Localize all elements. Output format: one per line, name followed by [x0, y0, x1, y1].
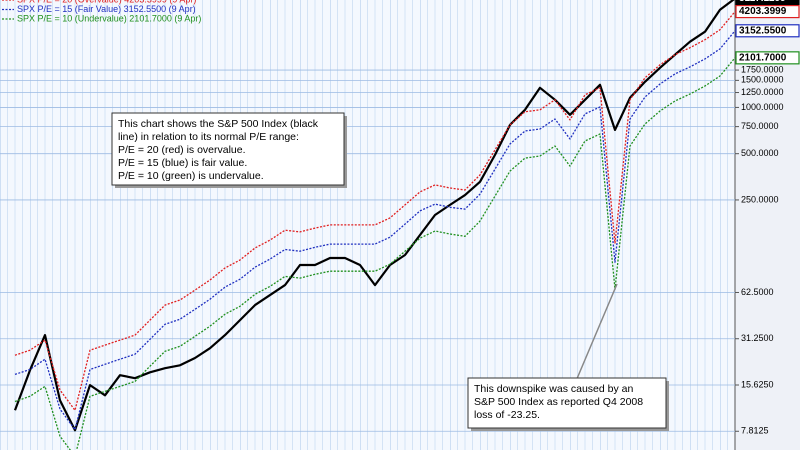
- annotation-box: [467, 377, 667, 429]
- annotation-box: [111, 112, 345, 186]
- y-tick-label: 1000.0000: [741, 102, 784, 112]
- annotation-text: S&P 500 Index as reported Q4 2008: [474, 396, 643, 408]
- y-tick-label: 15.6250: [741, 379, 774, 389]
- annotation-text: P/E = 20 (red) is overvalue.: [118, 144, 246, 156]
- last-value-box: [735, 51, 800, 65]
- y-axis: 7.8125 15.6250 31.2500 62.5000 250.0000 500.0…: [735, 0, 800, 436]
- legend-label: SPX P/E = 10 (Undervalue) 2101.7000 (9 A…: [17, 13, 201, 23]
- annotation-text: line) in relation to its normal P/E rang…: [118, 131, 299, 143]
- series-line: [14, 11, 735, 411]
- last-value-box: [735, 0, 800, 6]
- last-value-label: 5117.1299: [739, 0, 786, 4]
- y-tick-label: 250.0000: [741, 194, 779, 204]
- last-value-label: 2101.7000: [739, 52, 787, 63]
- last-value-box: [735, 24, 800, 38]
- y-tick-label: 1500.0000: [741, 75, 784, 85]
- y-tick-label: 750.0000: [741, 121, 779, 131]
- y-tick-label: 1750.0000: [741, 64, 784, 74]
- y-tick-label: 62.5000: [741, 287, 774, 297]
- series-line: [14, 30, 735, 431]
- legend-label: SPX P/E = 20 (Overvalue) 4203.3999 (9 Ap…: [17, 0, 196, 4]
- y-tick-label: 1250.0000: [741, 87, 784, 97]
- y-tick-label: 500.0000: [741, 148, 779, 158]
- annotation-text: loss of -23.25.: [474, 409, 540, 421]
- legend-label: SPX P/E = 15 (Fair Value) 3152.5500 (9 A…: [17, 4, 196, 14]
- annotation-text: P/E = 15 (blue) is fair value.: [118, 157, 247, 169]
- axis-background: [735, 0, 800, 450]
- series-line: [13, 0, 735, 432]
- annotation-text: P/E = 10 (green) is undervalue.: [118, 170, 264, 182]
- annotations: This chart shows the S&P 500 Index (blac…: [111, 112, 669, 431]
- arrow: [575, 283, 618, 382]
- annotation-text: This downspike was caused by an: [474, 383, 633, 395]
- last-value-label: 4203.3999: [739, 6, 787, 17]
- last-value-label: 3152.5500: [739, 25, 787, 36]
- legend: SPX P/E = 20 (Overvalue) 4203.3999 (9 Ap…: [2, 0, 201, 23]
- last-value-box: [735, 4, 800, 19]
- y-tick-label: 31.2500: [741, 333, 774, 343]
- y-tick-label: 7.8125: [741, 426, 769, 436]
- annotation-text: This chart shows the S&P 500 Index (blac…: [118, 118, 319, 130]
